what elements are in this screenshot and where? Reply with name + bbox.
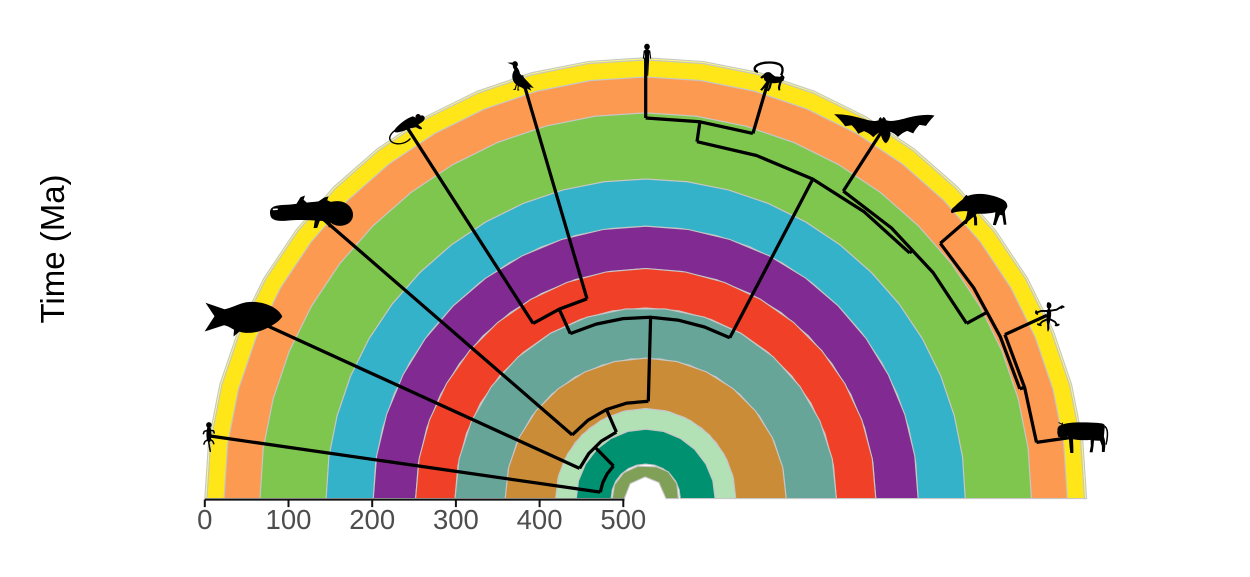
svg-text:0: 0 — [197, 504, 212, 535]
svg-text:500: 500 — [600, 504, 646, 535]
svg-text:300: 300 — [433, 504, 479, 535]
svg-text:100: 100 — [266, 504, 312, 535]
svg-text:Time (Ma): Time (Ma) — [34, 174, 71, 323]
svg-text:400: 400 — [517, 504, 563, 535]
svg-text:200: 200 — [349, 504, 395, 535]
